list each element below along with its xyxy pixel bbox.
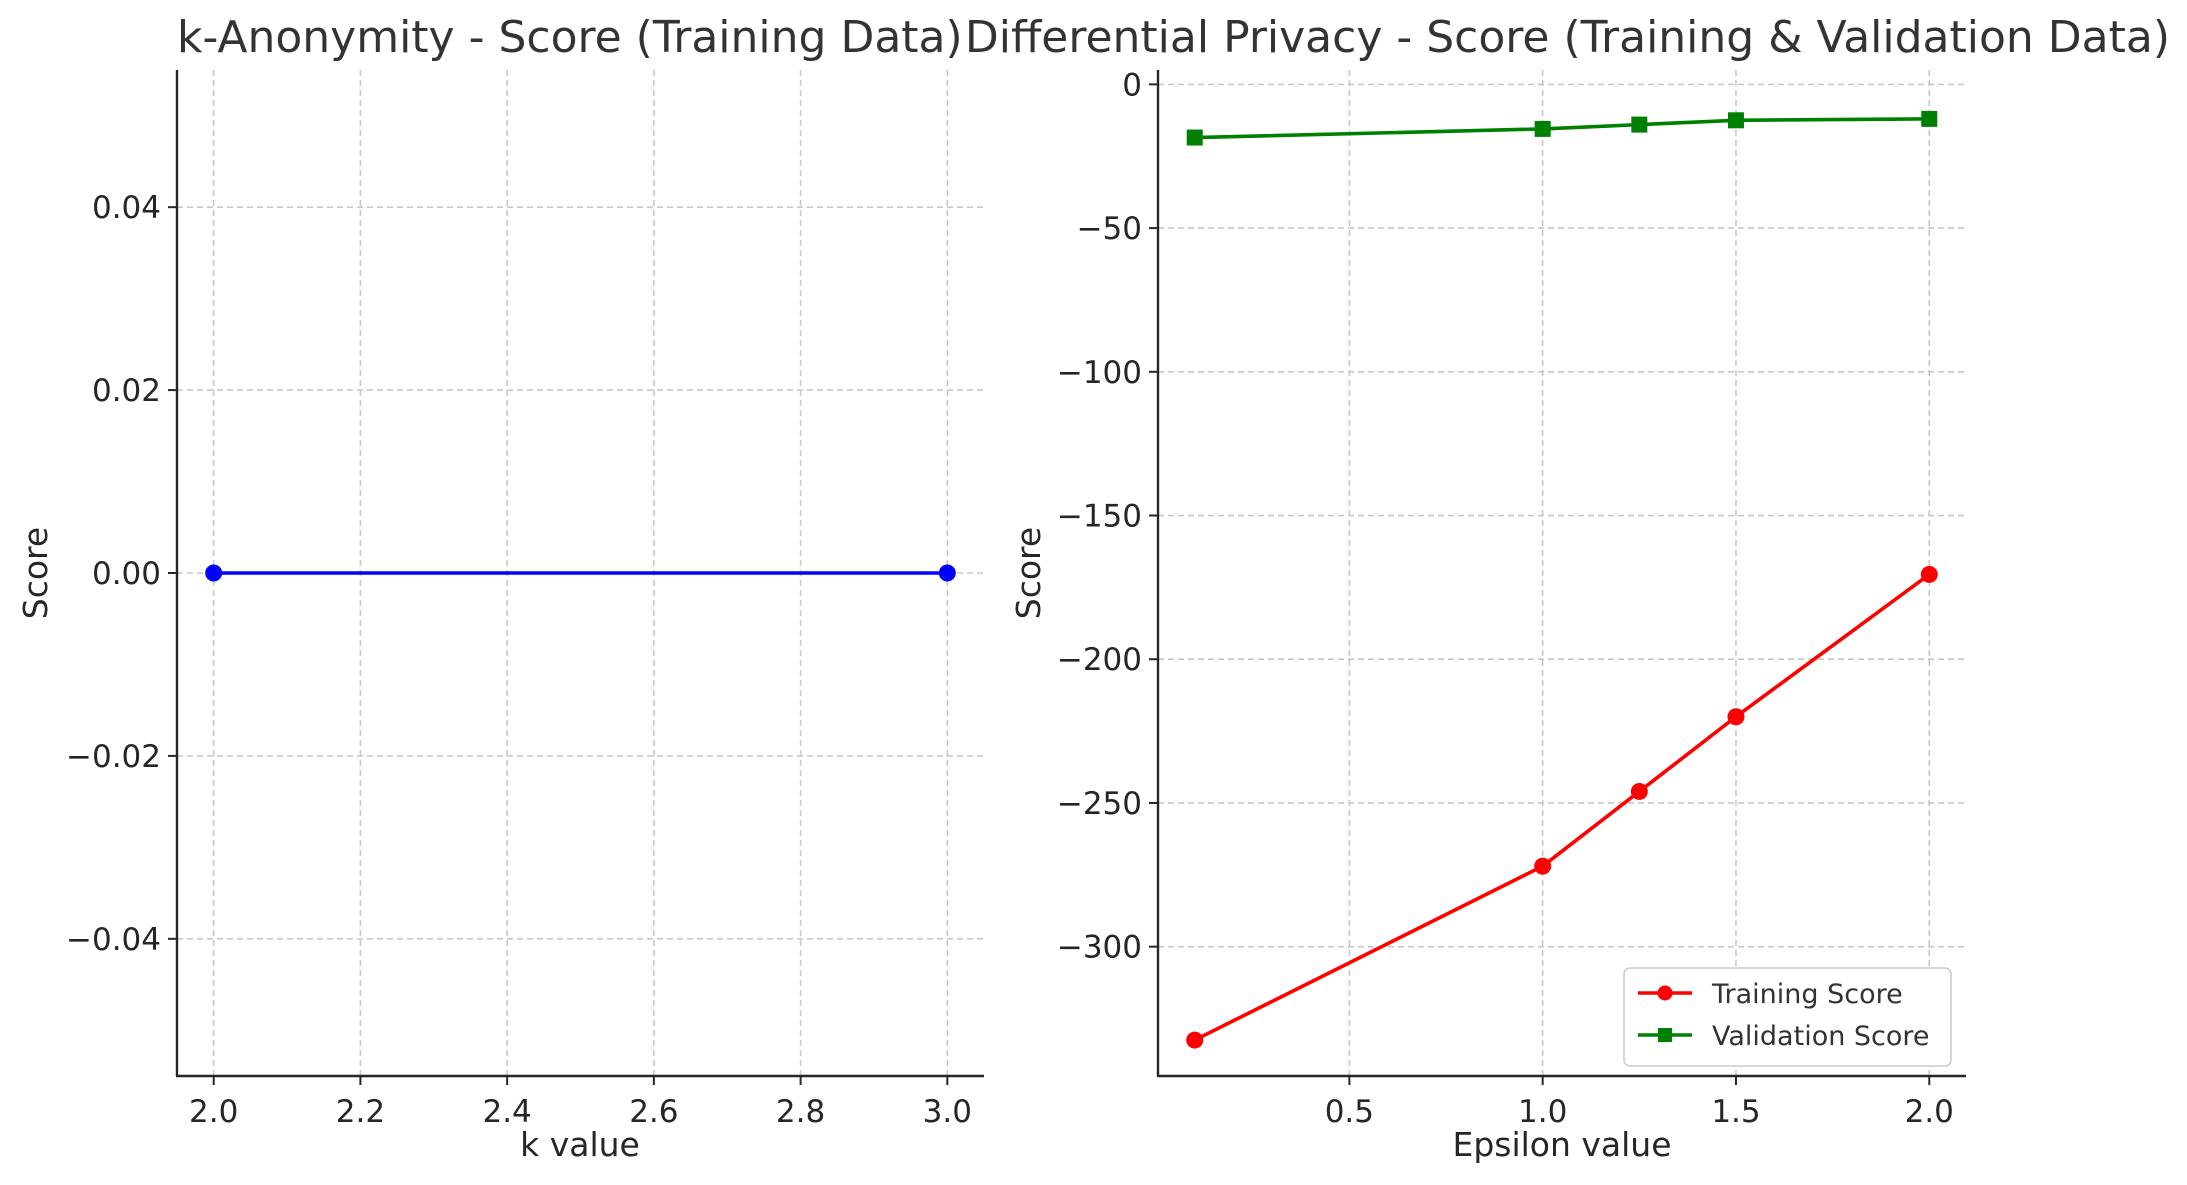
y-tick-label: 0.02 [92, 373, 161, 409]
data-point [1727, 112, 1744, 129]
data-point [1186, 1031, 1204, 1049]
legend-marker [1657, 985, 1673, 1001]
chart-legend: Training Score Validation Score [1623, 967, 1952, 1067]
legend-entry-validation: Validation Score [1638, 1021, 1930, 1052]
x-tick-label: 1.5 [1711, 1094, 1760, 1130]
x-tick-label: 2.4 [482, 1094, 531, 1130]
x-tick-label: 2.0 [1905, 1094, 1954, 1130]
y-tick-label: 0.00 [92, 556, 161, 592]
legend-label: Training Score [1711, 979, 1903, 1010]
legend-entry-training: Training Score [1638, 979, 1903, 1010]
legend-label: Validation Score [1712, 1021, 1930, 1052]
y-tick-label: −100 [1057, 355, 1142, 391]
data-point [205, 564, 223, 582]
x-tick-label: 3.0 [923, 1094, 972, 1130]
x-axis-label: Epsilon value [1452, 1125, 1671, 1164]
x-tick-label: 1.0 [1518, 1094, 1567, 1130]
y-axis-label: Score [1009, 527, 1048, 619]
y-tick-label: −150 [1057, 499, 1142, 535]
x-tick-label: 2.6 [629, 1094, 678, 1130]
differential-privacy-chart: Differential Privacy - Score (Training &… [965, 12, 2170, 1164]
x-tick-label: 0.5 [1325, 1094, 1374, 1130]
data-point [1186, 129, 1203, 146]
y-tick-label: −200 [1057, 642, 1142, 678]
data-point [1534, 857, 1552, 875]
data-point [1920, 565, 1938, 583]
y-tick-label: −250 [1057, 786, 1142, 822]
y-tick-label: −0.04 [66, 922, 161, 958]
x-tick-label: 2.8 [776, 1094, 825, 1130]
series-line [1194, 117, 1930, 140]
y-tick-label: 0.04 [92, 190, 161, 226]
y-tick-label: −50 [1077, 211, 1142, 247]
x-axis-label: k value [520, 1125, 640, 1164]
data-point [1631, 116, 1648, 133]
y-tick-label: 0 [1122, 67, 1142, 103]
data-point [1534, 120, 1551, 137]
y-tick-label: −300 [1057, 930, 1142, 966]
data-point [938, 564, 956, 582]
x-tick-label: 2.2 [336, 1094, 385, 1130]
y-tick-label: −0.02 [66, 739, 161, 775]
legend-marker [1658, 1028, 1672, 1042]
data-point [1921, 110, 1938, 127]
data-point [1630, 782, 1648, 800]
legend-box [1623, 967, 1952, 1067]
y-axis-label: Score [16, 527, 55, 619]
chart-title: Differential Privacy - Score (Training &… [965, 12, 2170, 63]
chart-title: k-Anonymity - Score (Training Data) [177, 12, 963, 63]
k-anonymity-chart: k-Anonymity - Score (Training Data) 2.0 2… [16, 12, 984, 1164]
data-point [1727, 708, 1745, 726]
x-tick-label: 2.0 [189, 1094, 238, 1130]
